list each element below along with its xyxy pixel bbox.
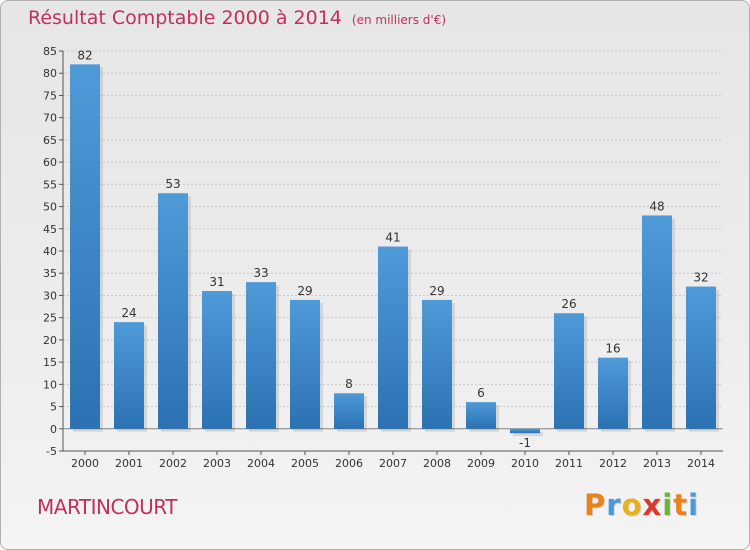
- chart-title: Résultat Comptable 2000 à 2014 (en millie…: [28, 7, 446, 29]
- proxiti-logo[interactable]: Proxiti: [584, 488, 699, 522]
- x-tick-label-2005: 2005: [291, 457, 319, 470]
- y-tick-label: 0: [50, 423, 57, 436]
- bar-2012: [598, 357, 628, 429]
- bar-2002: [158, 193, 188, 429]
- x-tick-label-2012: 2012: [599, 457, 627, 470]
- bar-2000: [70, 64, 100, 429]
- y-tick-label: 20: [43, 334, 57, 347]
- x-tick-label-2002: 2002: [159, 457, 187, 470]
- x-tick-label-2009: 2009: [467, 457, 495, 470]
- data-label-2012: 16: [605, 342, 620, 356]
- y-tick-label: 60: [43, 156, 57, 169]
- data-label-2000: 82: [77, 48, 92, 62]
- logo-letter: P: [584, 488, 607, 522]
- bar-2004: [246, 282, 276, 429]
- data-label-2008: 29: [429, 284, 444, 298]
- data-label-2009: 6: [477, 386, 485, 400]
- x-tick-label-2006: 2006: [335, 457, 363, 470]
- x-tick-label-2010: 2010: [511, 457, 539, 470]
- y-tick-label: 40: [43, 245, 57, 258]
- x-tick-label-2000: 2000: [71, 457, 99, 470]
- data-label-2014: 32: [693, 271, 708, 285]
- x-tick-label-2004: 2004: [247, 457, 275, 470]
- logo-letter: t: [673, 488, 689, 522]
- bar-2007: [378, 246, 408, 429]
- chart-title-text: Résultat Comptable 2000 à 2014: [28, 7, 342, 29]
- y-tick-label: 5: [50, 401, 57, 414]
- data-label-2001: 24: [121, 306, 136, 320]
- data-labels: 82 24 53 31 33 29 8 41 29 6 -1 26 16 48 32: [77, 48, 708, 450]
- y-tick-label: 55: [43, 178, 57, 191]
- data-label-2007: 41: [385, 231, 400, 245]
- y-tick-label: 45: [43, 223, 57, 236]
- y-tick-label: 85: [43, 45, 57, 58]
- y-tick-label: 80: [43, 67, 57, 80]
- y-tick-label: 50: [43, 201, 57, 214]
- y-tick-label: 15: [43, 356, 57, 369]
- bar-2008: [422, 299, 452, 429]
- bar-2001: [114, 322, 144, 429]
- bar-2014: [686, 286, 716, 429]
- x-tick-label-2001: 2001: [115, 457, 143, 470]
- logo-letter: r: [606, 488, 622, 522]
- data-label-2003: 31: [209, 275, 224, 289]
- data-label-2006: 8: [345, 377, 353, 391]
- bar-2010: [510, 428, 540, 434]
- chart-unit: (en milliers d'€): [351, 13, 447, 27]
- axes: -5 0 5 10 15 20 25 30 35 40 45 50 55 60 65 70 75 80 85 2000…: [43, 45, 723, 470]
- y-tick-label: 70: [43, 112, 57, 125]
- data-label-2010: -1: [519, 436, 531, 450]
- data-label-2013: 48: [649, 199, 664, 213]
- bar-2011: [554, 313, 584, 429]
- y-tick-label: 30: [43, 289, 57, 302]
- data-label-2005: 29: [297, 284, 312, 298]
- x-tick-label-2011: 2011: [555, 457, 583, 470]
- bar-2009: [466, 402, 496, 429]
- y-tick-label: 75: [43, 89, 57, 102]
- logo-letter: x: [642, 488, 663, 522]
- bar-2005: [290, 299, 320, 429]
- x-tick-label-2008: 2008: [423, 457, 451, 470]
- bar-2003: [202, 291, 232, 429]
- y-tick-label: 35: [43, 267, 57, 280]
- logo-letter: o: [621, 488, 643, 522]
- data-label-2011: 26: [561, 297, 576, 311]
- y-tick-label: 65: [43, 134, 57, 147]
- data-label-2004: 33: [253, 266, 268, 280]
- x-tick-label-2013: 2013: [643, 457, 671, 470]
- bar-2013: [642, 215, 672, 429]
- y-tick-label: 10: [43, 378, 57, 391]
- bar-shadow: [513, 431, 543, 437]
- commune-name: MARTINCOURT: [37, 495, 177, 519]
- x-tick-label-2014: 2014: [687, 457, 715, 470]
- bars: [70, 64, 719, 437]
- data-label-2002: 53: [165, 177, 180, 191]
- x-tick-label-2003: 2003: [203, 457, 231, 470]
- logo-letter: i: [688, 488, 700, 522]
- bar-2006: [334, 393, 364, 429]
- x-tick-label-2007: 2007: [379, 457, 407, 470]
- logo-letter: i: [662, 488, 674, 522]
- y-tick-label: 25: [43, 312, 57, 325]
- y-tick-label: -5: [46, 445, 57, 458]
